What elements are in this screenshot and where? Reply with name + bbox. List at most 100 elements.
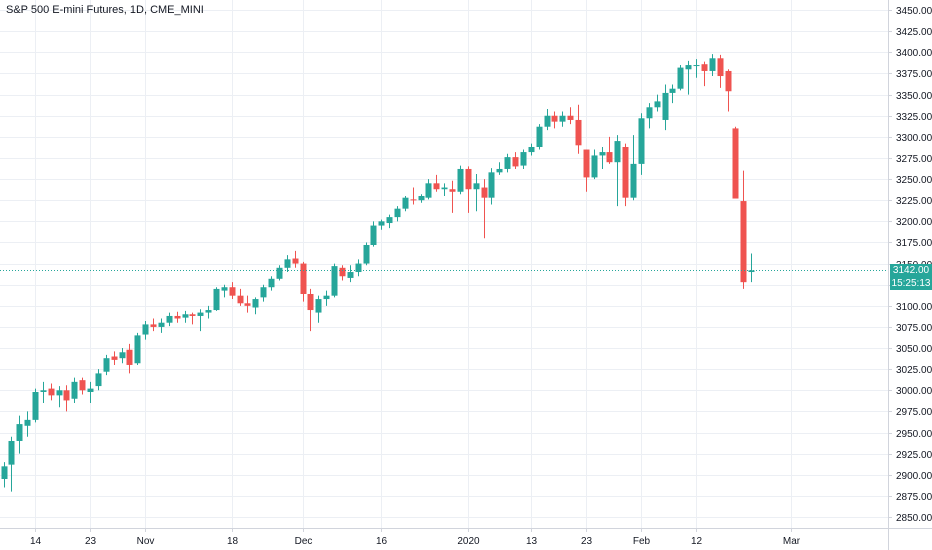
- candle[interactable]: [142, 321, 149, 340]
- candle[interactable]: [276, 265, 283, 281]
- candle[interactable]: [182, 310, 189, 323]
- candle[interactable]: [24, 411, 31, 437]
- candle[interactable]: [402, 195, 409, 212]
- candle[interactable]: [544, 108, 551, 131]
- candle[interactable]: [150, 318, 157, 332]
- candle-body: [488, 172, 495, 198]
- candle[interactable]: [378, 219, 385, 230]
- candle[interactable]: [677, 65, 684, 91]
- candle[interactable]: [8, 436, 15, 492]
- candle[interactable]: [16, 415, 23, 454]
- candle[interactable]: [425, 179, 432, 200]
- candle[interactable]: [504, 153, 511, 173]
- candle[interactable]: [1, 462, 8, 488]
- candle[interactable]: [717, 54, 724, 88]
- candle[interactable]: [355, 259, 362, 277]
- candle[interactable]: [347, 265, 354, 283]
- candle[interactable]: [457, 165, 464, 195]
- candle[interactable]: [732, 126, 739, 199]
- candle[interactable]: [591, 149, 598, 180]
- candle[interactable]: [292, 250, 299, 268]
- candle[interactable]: [748, 253, 755, 283]
- candle[interactable]: [433, 174, 440, 192]
- candle-body: [87, 388, 94, 392]
- candle[interactable]: [229, 282, 236, 300]
- candle[interactable]: [268, 276, 275, 291]
- candle[interactable]: [520, 149, 527, 169]
- candle[interactable]: [685, 60, 692, 95]
- candle[interactable]: [323, 290, 330, 306]
- candle[interactable]: [496, 162, 503, 175]
- candle[interactable]: [614, 135, 621, 207]
- candle[interactable]: [465, 166, 472, 213]
- candle[interactable]: [725, 69, 732, 112]
- candle[interactable]: [473, 174, 480, 212]
- candle[interactable]: [709, 54, 716, 77]
- candle[interactable]: [205, 305, 212, 319]
- candle[interactable]: [339, 265, 346, 281]
- candle[interactable]: [87, 381, 94, 403]
- candle[interactable]: [95, 369, 102, 391]
- candle[interactable]: [512, 152, 519, 169]
- candle[interactable]: [410, 187, 417, 205]
- candle[interactable]: [488, 168, 495, 205]
- candle-body: [685, 65, 692, 70]
- candle[interactable]: [126, 343, 133, 374]
- candle[interactable]: [56, 386, 63, 408]
- candle[interactable]: [71, 377, 78, 403]
- candle[interactable]: [528, 143, 535, 156]
- candle[interactable]: [166, 312, 173, 327]
- candle[interactable]: [606, 136, 613, 164]
- candle[interactable]: [103, 354, 110, 376]
- candle[interactable]: [693, 59, 700, 78]
- candle[interactable]: [701, 61, 708, 87]
- candle[interactable]: [48, 383, 55, 401]
- candle[interactable]: [669, 84, 676, 104]
- candle[interactable]: [174, 311, 181, 323]
- candle[interactable]: [575, 104, 582, 154]
- candle[interactable]: [559, 111, 566, 127]
- candle[interactable]: [536, 124, 543, 150]
- candle[interactable]: [567, 107, 574, 125]
- candle[interactable]: [370, 221, 377, 247]
- candle[interactable]: [441, 183, 448, 196]
- candle[interactable]: [63, 385, 70, 412]
- candle[interactable]: [244, 295, 251, 313]
- candle[interactable]: [40, 381, 47, 403]
- candle[interactable]: [300, 261, 307, 302]
- candle[interactable]: [32, 388, 39, 423]
- candle[interactable]: [307, 288, 314, 332]
- candle[interactable]: [481, 179, 488, 239]
- candle[interactable]: [583, 149, 590, 192]
- candle[interactable]: [654, 94, 661, 112]
- candle[interactable]: [119, 348, 126, 364]
- candle[interactable]: [599, 146, 606, 169]
- candle[interactable]: [630, 135, 637, 201]
- candle[interactable]: [237, 288, 244, 306]
- candle[interactable]: [111, 351, 118, 365]
- candle[interactable]: [213, 287, 220, 311]
- candle[interactable]: [189, 312, 196, 325]
- candle[interactable]: [638, 113, 645, 175]
- candle[interactable]: [363, 242, 370, 266]
- candle[interactable]: [315, 295, 322, 323]
- candle[interactable]: [551, 111, 558, 129]
- candle[interactable]: [646, 103, 653, 129]
- candle[interactable]: [386, 214, 393, 229]
- candle[interactable]: [252, 297, 259, 315]
- candle[interactable]: [331, 263, 338, 298]
- candle[interactable]: [662, 84, 669, 131]
- candle[interactable]: [418, 194, 425, 203]
- candle[interactable]: [284, 255, 291, 273]
- candle[interactable]: [740, 170, 747, 289]
- candle[interactable]: [79, 377, 86, 395]
- candle[interactable]: [197, 309, 204, 332]
- candle[interactable]: [622, 143, 629, 207]
- candle[interactable]: [449, 180, 456, 213]
- candle[interactable]: [134, 332, 141, 365]
- candle[interactable]: [221, 284, 228, 298]
- candle[interactable]: [158, 318, 165, 333]
- candle[interactable]: [260, 284, 267, 302]
- candle[interactable]: [394, 206, 401, 222]
